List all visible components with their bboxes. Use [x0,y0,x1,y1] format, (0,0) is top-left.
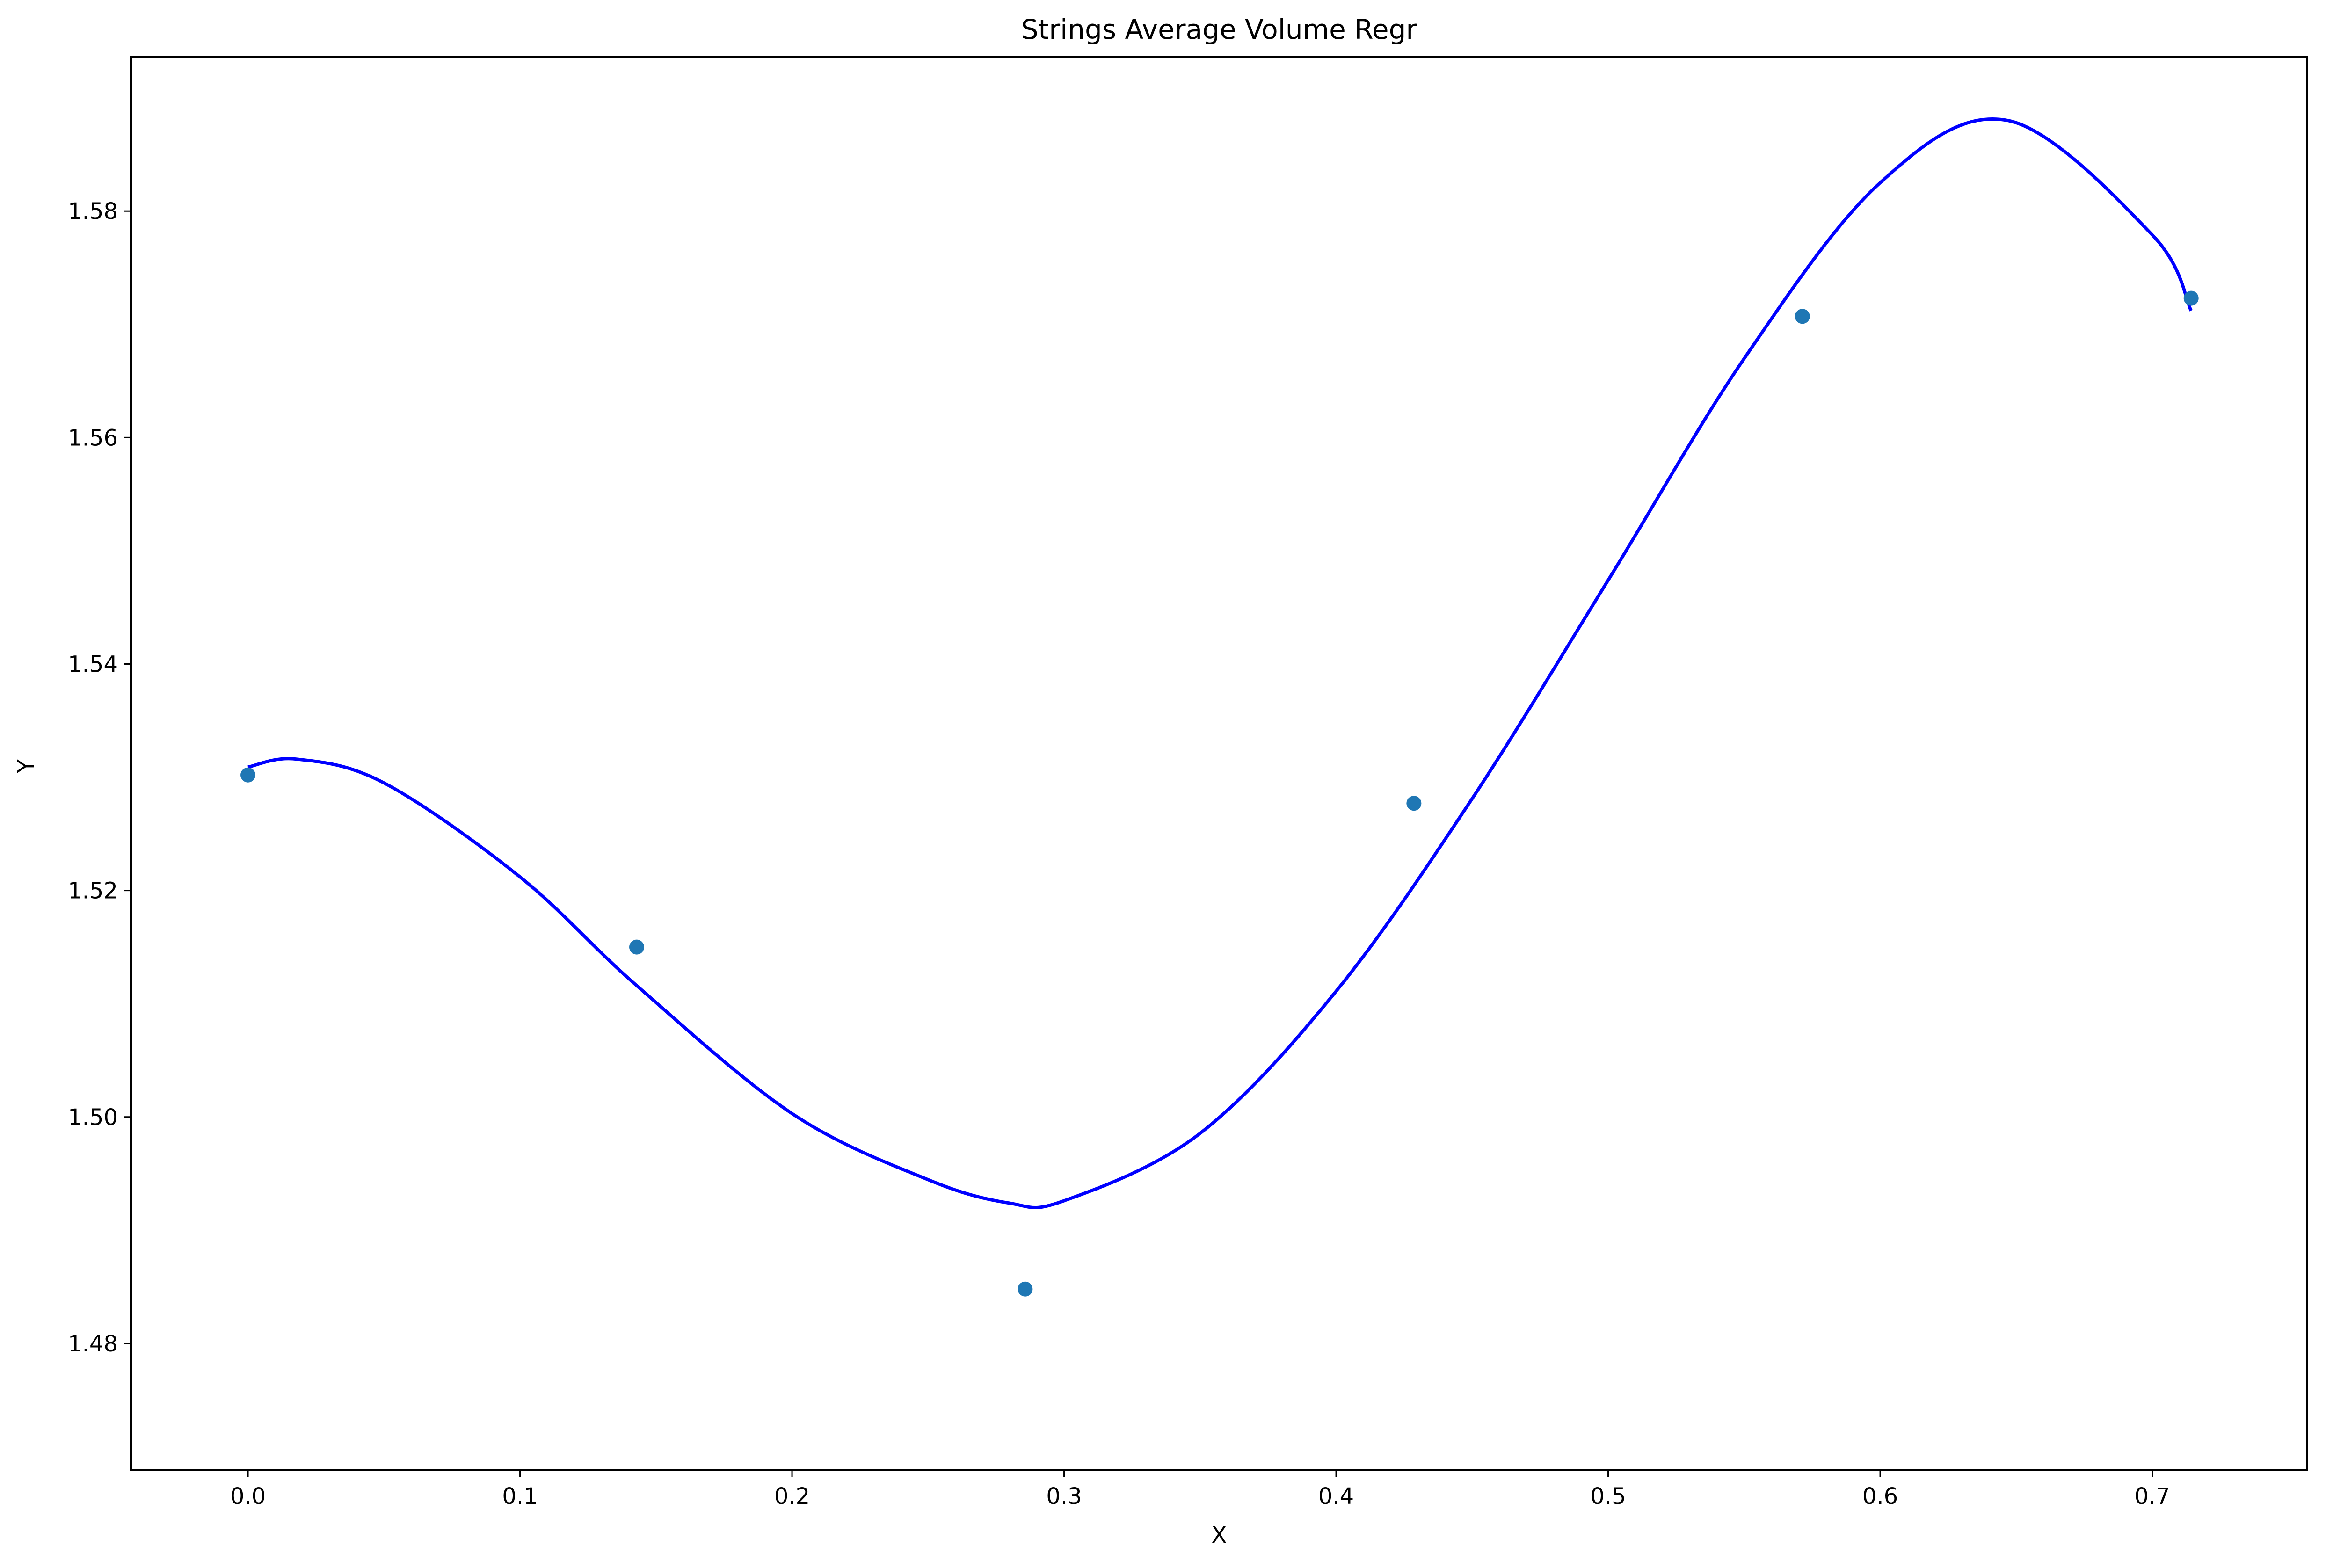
x-axis: 0.0 0.1 0.2 0.3 0.4 0.5 0.6 0.7 [230,1470,2170,1510]
plot-area [240,117,2199,1297]
x-tick-label: 0.0 [230,1483,266,1510]
x-tick-label: 0.6 [1862,1483,1898,1510]
y-tick-label: 1.50 [68,1104,118,1131]
y-axis: 1.48 1.50 1.52 1.54 1.56 1.58 [68,198,131,1357]
y-tick-label: 1.54 [68,651,118,677]
x-tick-label: 0.3 [1046,1483,1082,1510]
chart-title: Strings Average Volume Regr [1021,14,1417,45]
y-axis-label: Y [13,759,39,774]
plot-frame [130,56,2308,1471]
x-tick-label: 0.5 [1590,1483,1626,1510]
x-axis-label: X [1212,1522,1227,1548]
x-tick-label: 0.4 [1318,1483,1354,1510]
y-tick-label: 1.58 [68,198,118,225]
data-point [240,767,256,783]
y-tick-label: 1.48 [68,1331,118,1357]
data-point [1406,796,1422,811]
y-tick-label: 1.52 [68,878,118,904]
x-tick-label: 0.2 [774,1483,810,1510]
data-point [1018,1281,1033,1297]
data-point [2183,290,2199,306]
data-point [1795,309,1810,324]
y-tick-label: 1.56 [68,425,118,451]
regression-line [247,117,2193,1210]
x-tick-label: 0.7 [2134,1483,2170,1510]
x-tick-label: 0.1 [502,1483,538,1510]
data-point [629,939,645,955]
